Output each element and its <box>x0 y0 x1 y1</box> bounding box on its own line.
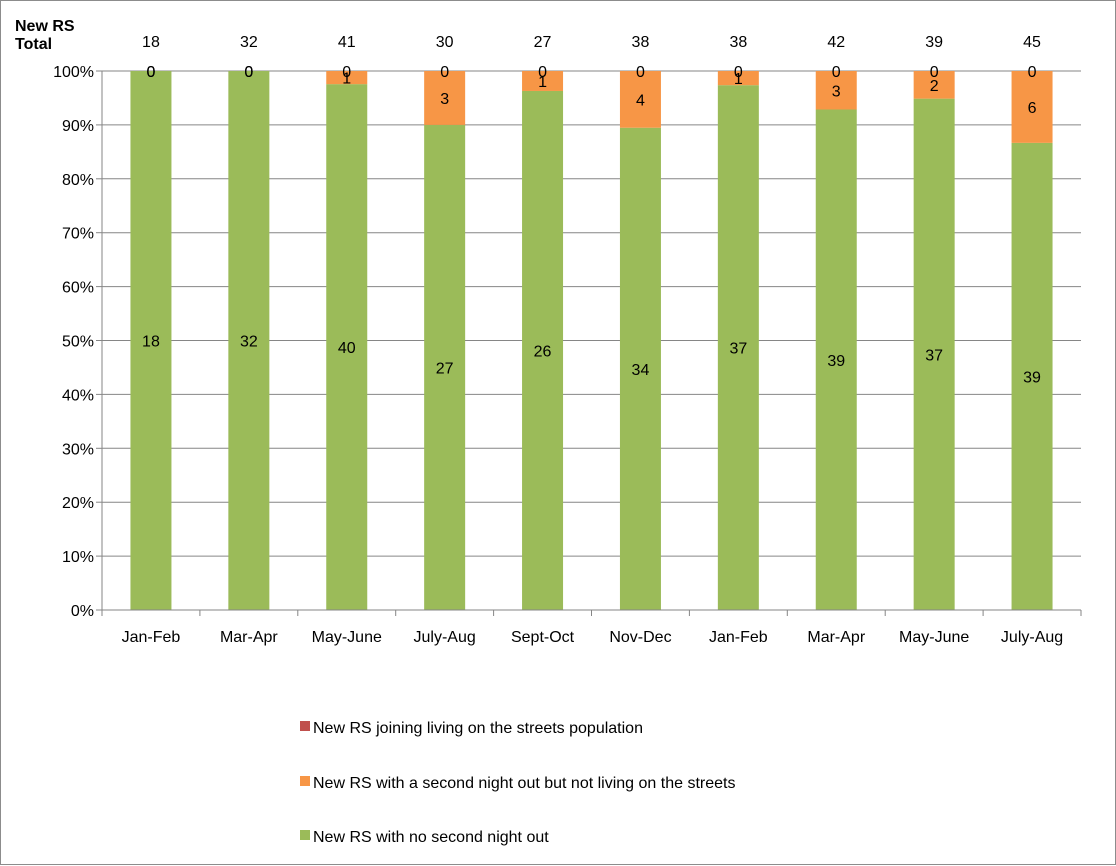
data-label-s1: 3 <box>832 83 841 100</box>
bar-segment-s1 <box>424 71 466 125</box>
y-tick-label: 10% <box>62 549 94 566</box>
data-label-s0: 27 <box>436 360 454 377</box>
y-tick-label: 70% <box>62 226 94 243</box>
y-tick-label: 50% <box>62 334 94 351</box>
bar-segment-s0 <box>913 98 955 611</box>
bar-segment-s1 <box>619 71 661 128</box>
x-tick-label: July-Aug <box>1001 629 1063 646</box>
bar-segment-s1 <box>815 71 857 110</box>
y-tick-label: 0% <box>71 603 94 620</box>
y-tick-label: 30% <box>62 441 94 458</box>
bar-segment-s1 <box>326 71 368 85</box>
data-label-s1: 4 <box>636 92 645 109</box>
bars <box>130 71 1053 611</box>
data-label-s1: 1 <box>342 71 351 88</box>
data-label-s2: 0 <box>342 64 351 81</box>
bar-segment-s0 <box>815 109 857 610</box>
y-tick-label: 100% <box>53 64 94 81</box>
data-label-s1: 2 <box>930 78 939 95</box>
total-label: 18 <box>142 34 160 51</box>
data-label-s0: 40 <box>338 340 356 357</box>
data-label-s0: 32 <box>240 334 258 351</box>
bar-segment-s0 <box>522 90 564 611</box>
totals-header-line-2: Total <box>15 36 52 53</box>
data-label-s2: 0 <box>538 64 547 81</box>
x-tick-label: Sept-Oct <box>511 629 575 646</box>
data-label-s0: 39 <box>827 353 845 370</box>
bar-segment-s0 <box>1011 142 1053 610</box>
total-label: 38 <box>632 34 650 51</box>
bar-segment-s0 <box>619 127 661 610</box>
data-label-s2: 0 <box>440 64 449 81</box>
x-tick-label: July-Aug <box>414 629 476 646</box>
data-label-s2: 0 <box>832 64 841 81</box>
total-label: 41 <box>338 34 356 51</box>
x-tick-label: Nov-Dec <box>609 629 671 646</box>
data-label-s0: 34 <box>632 362 650 379</box>
data-label-s1: 1 <box>538 74 547 91</box>
labels: 1800183200324010412730302610273440383710… <box>15 18 1041 386</box>
data-label-s2: 0 <box>636 64 645 81</box>
y-tick-label: 20% <box>62 495 94 512</box>
totals-header-line-1: New RS <box>15 18 75 35</box>
bar-segment-s0 <box>717 85 759 611</box>
legend-swatch <box>300 830 310 840</box>
total-label: 30 <box>436 34 454 51</box>
legend-swatch <box>300 721 310 731</box>
data-label-s2: 0 <box>244 64 253 81</box>
legend-label: New RS with a second night out but not l… <box>313 775 735 792</box>
bar-segment-s0 <box>228 71 270 610</box>
total-label: 32 <box>240 34 258 51</box>
data-label-s2: 0 <box>734 64 743 81</box>
bar-segment-s0 <box>424 124 466 611</box>
data-label-s2: 0 <box>1028 64 1037 81</box>
x-tick-label: Mar-Apr <box>807 629 865 646</box>
x-tick-label: May-June <box>899 629 969 646</box>
data-label-s1: 1 <box>734 71 743 88</box>
y-tick-label: 90% <box>62 118 94 135</box>
data-label-s1: 0 <box>244 64 253 81</box>
x-tick-label: May-June <box>312 629 382 646</box>
bar-segment-s1 <box>522 71 564 91</box>
bar-segment-s1 <box>913 71 955 99</box>
x-tick-label: Mar-Apr <box>220 629 278 646</box>
data-label-s0: 18 <box>142 334 160 351</box>
y-tick-label: 80% <box>62 172 94 189</box>
x-tick-label: Jan-Feb <box>709 629 768 646</box>
total-label: 39 <box>925 34 943 51</box>
bar-segment-s0 <box>326 84 368 610</box>
total-label: 27 <box>534 34 552 51</box>
data-label-s0: 37 <box>729 341 747 358</box>
data-label-s1: 6 <box>1028 100 1037 117</box>
data-label-s0: 37 <box>925 347 943 364</box>
total-label: 45 <box>1023 34 1041 51</box>
legend: New RS joining living on the streets pop… <box>300 720 735 846</box>
bar-segment-s1 <box>1011 71 1053 143</box>
bar-segment-s1 <box>717 71 759 86</box>
total-label: 38 <box>729 34 747 51</box>
x-tick-label: Jan-Feb <box>122 629 181 646</box>
totals-header: New RS Total <box>15 18 75 53</box>
data-label-s0: 39 <box>1023 369 1041 386</box>
data-label-s2: 0 <box>146 64 155 81</box>
axes: 0% 10% 20% 30% 40% 50% 60% 70% 80% 90% 100% Jan-Feb… <box>53 64 1082 646</box>
y-tick-label: 40% <box>62 387 94 404</box>
data-label-s1: 0 <box>146 64 155 81</box>
legend-label: New RS with no second night out <box>313 829 549 846</box>
legend-label: New RS joining living on the streets pop… <box>313 720 643 737</box>
y-tick-label: 60% <box>62 280 94 297</box>
data-label-s2: 0 <box>930 64 939 81</box>
data-label-s0: 26 <box>534 343 552 360</box>
legend-swatch <box>300 776 310 786</box>
total-label: 42 <box>827 34 845 51</box>
bar-segment-s0 <box>130 71 172 610</box>
data-label-s1: 3 <box>440 91 449 108</box>
